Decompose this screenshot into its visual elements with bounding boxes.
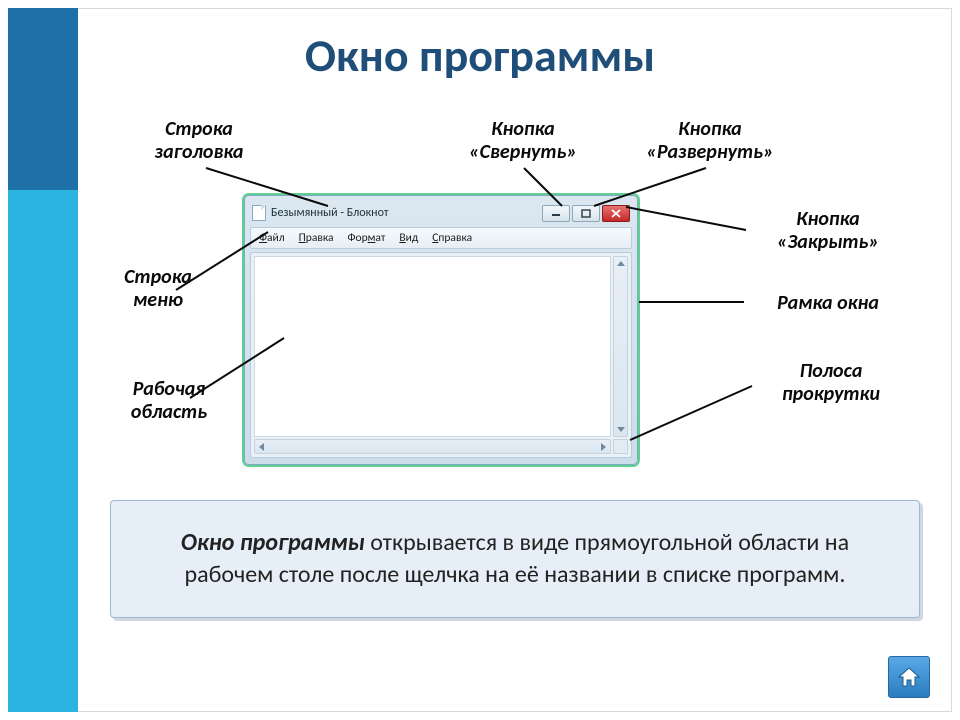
label-titlebar: Строказаголовка <box>124 118 274 164</box>
horizontal-scrollbar[interactable] <box>254 439 611 454</box>
label-window-frame: Рамка окна <box>748 292 908 315</box>
scroll-corner <box>613 439 628 454</box>
close-button[interactable] <box>602 205 630 222</box>
home-button[interactable] <box>888 656 930 698</box>
label-workarea: Рабочаяобласть <box>104 378 234 424</box>
sidebar-accent-bottom <box>8 190 78 712</box>
label-minimize-button: Кнопка«Свернуть» <box>438 118 608 164</box>
page-title: Окно программы <box>0 28 960 84</box>
label-close-button: Кнопка«Закрыть» <box>748 208 908 254</box>
window-client-area <box>250 252 632 458</box>
description-lead: Окно программы <box>181 528 365 557</box>
notepad-icon <box>252 205 266 221</box>
minimize-icon <box>551 209 561 217</box>
menu-edit[interactable]: Правка <box>299 231 334 245</box>
close-icon <box>611 209 621 218</box>
menu-help[interactable]: Справка <box>432 231 472 245</box>
maximize-button[interactable] <box>572 205 600 222</box>
notepad-window: Безымянный - Блокнот Файл Правка Формат … <box>244 195 638 465</box>
label-menubar: Строкаменю <box>98 266 218 312</box>
vertical-scrollbar[interactable] <box>613 256 628 437</box>
menu-view[interactable]: Вид <box>399 231 418 245</box>
description-text: Окно программы открывается в виде прямоу… <box>139 527 891 592</box>
home-icon <box>897 666 921 688</box>
window-title-text: Безымянный - Блокнот <box>271 206 388 220</box>
window-titlebar[interactable]: Безымянный - Блокнот <box>250 201 632 225</box>
label-maximize-button: Кнопка«Развернуть» <box>620 118 800 164</box>
maximize-icon <box>581 209 591 218</box>
text-edit-area[interactable] <box>254 256 611 437</box>
menu-format[interactable]: Формат <box>348 231 386 245</box>
menu-file[interactable]: Файл <box>259 231 285 245</box>
minimize-button[interactable] <box>542 205 570 222</box>
menu-bar: Файл Правка Формат Вид Справка <box>250 227 632 249</box>
label-scrollbar: Полосапрокрутки <box>756 360 906 406</box>
description-box: Окно программы открывается в виде прямоу… <box>110 500 920 618</box>
